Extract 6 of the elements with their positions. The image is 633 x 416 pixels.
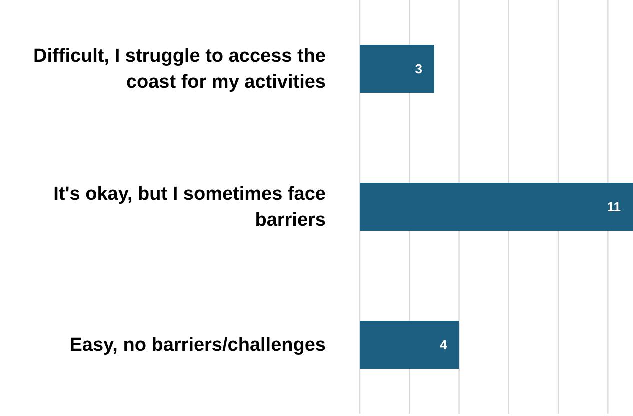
data-label: 3 <box>415 62 422 77</box>
data-label: 4 <box>440 338 448 353</box>
data-label: 11 <box>607 200 621 215</box>
y-tick-label: It's okay, but I sometimes face barriers <box>54 184 326 230</box>
y-tick-label: Easy, no barriers/challenges <box>70 334 326 356</box>
y-tick-label: Difficult, I struggle to access the coast for my activities <box>34 46 326 92</box>
